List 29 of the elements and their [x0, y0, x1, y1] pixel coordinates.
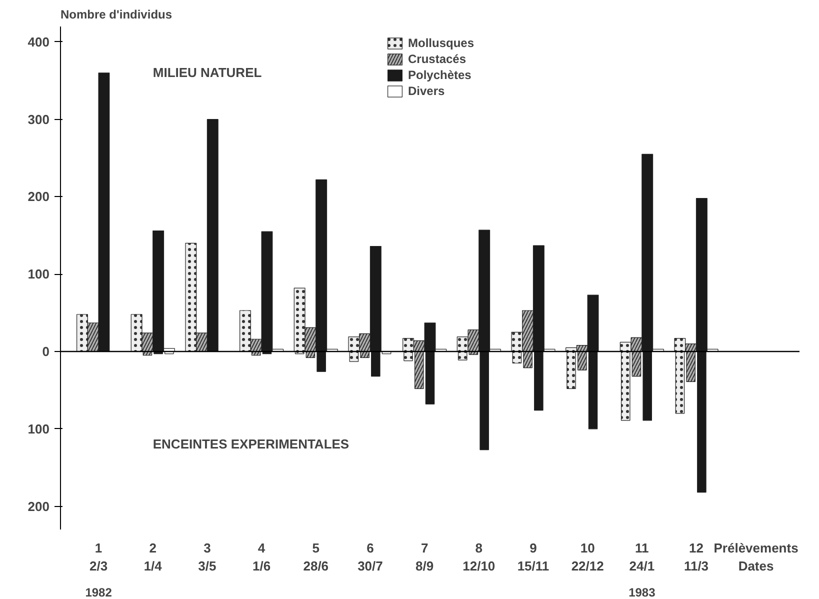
y-tick-label: 400 [28, 34, 50, 50]
x-tick-label: 2 1/4 [144, 540, 163, 574]
x-tick-label: 12 11/3 [684, 540, 709, 574]
y-tick-label: 100 [28, 421, 50, 436]
legend-label: Divers [408, 84, 445, 98]
legend-label: Mollusques [408, 36, 474, 50]
legend-label: Polychètes [408, 68, 472, 82]
legend-label: Crustacés [408, 52, 466, 66]
annotation: MILIEU NATUREL [152, 65, 262, 80]
x-tick-label: 5 28/6 [303, 540, 329, 574]
x-tick-label: 10 22/12 [571, 540, 604, 574]
x-tick-label: 3 3/5 [198, 540, 216, 574]
x-tick-label: 7 8/9 [416, 540, 434, 574]
x-tick-label: 1 2/3 [90, 540, 108, 574]
x-tick-label: 11 24/1 [629, 540, 655, 574]
x-tick-label: 6 30/7 [358, 540, 383, 574]
text: 1983 [628, 586, 656, 599]
y-tick-label: 300 [28, 112, 50, 127]
annotation: ENCEINTES EXPERIMENTALES [152, 436, 350, 452]
x-tick-label: 9 15/11 [517, 540, 550, 574]
y-tick-label: 200 [28, 498, 50, 514]
text: 1982 [85, 586, 112, 599]
y-tick-label: 0 [42, 344, 50, 360]
y-axis-title: Nombre d'individus [60, 8, 172, 22]
y-tick-label: 200 [28, 189, 50, 204]
x-axis-title: Prélèvements Dates [714, 540, 798, 574]
x-tick-label: 4 1/6 [252, 540, 271, 574]
x-tick-label: 8 12/10 [462, 540, 496, 574]
y-tick-label: 100 [28, 266, 50, 282]
